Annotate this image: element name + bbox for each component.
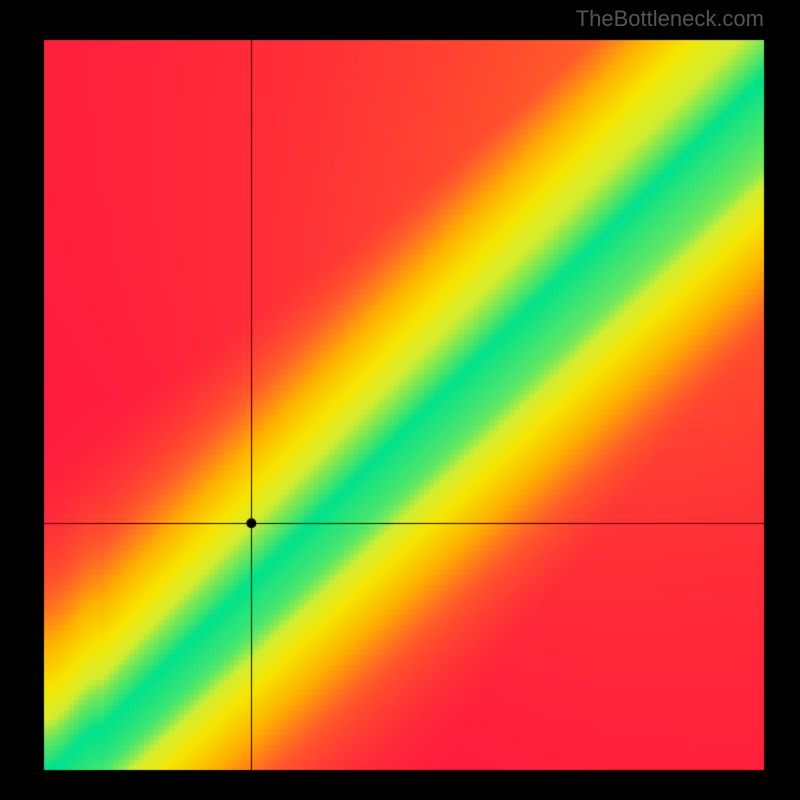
bottleneck-heatmap	[0, 0, 800, 800]
watermark-text: TheBottleneck.com	[576, 6, 764, 32]
